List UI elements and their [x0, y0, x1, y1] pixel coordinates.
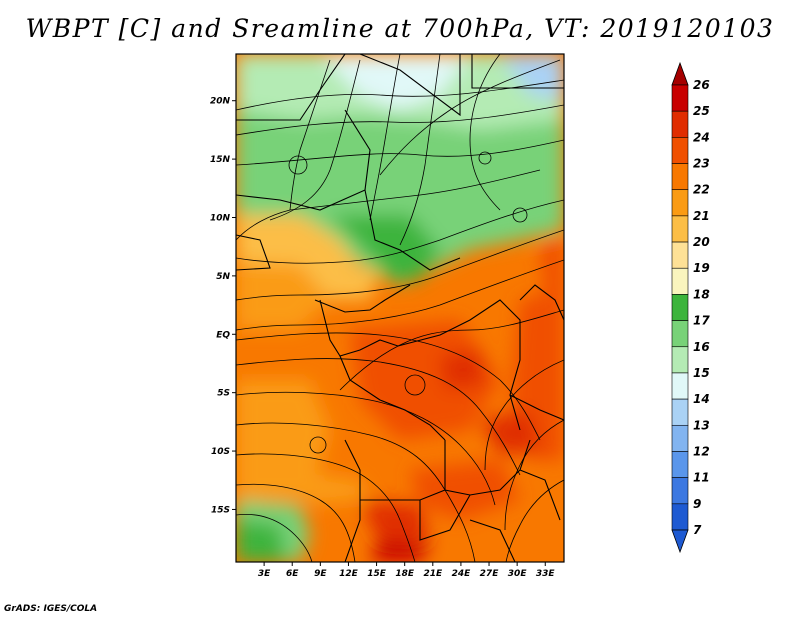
colorbar-label: 22 [693, 183, 710, 197]
lon-tick-label: 27E [480, 569, 500, 579]
colorbar-swatch [671, 503, 689, 531]
colorbar-label: 7 [693, 523, 702, 537]
colorbar-label: 20 [693, 235, 710, 249]
lat-tick-label: 15S [211, 505, 230, 515]
colorbar-label: 13 [693, 418, 710, 432]
map-frame [235, 53, 565, 563]
colorbar-swatch [671, 267, 689, 295]
colorbar-label: 25 [693, 104, 710, 118]
country-borders [236, 54, 564, 562]
lon-tick-label: 9E [314, 569, 327, 579]
colorbar-top-arrow [671, 61, 689, 86]
colorbar-swatch [671, 84, 689, 112]
lat-tick-label: 5S [217, 389, 230, 399]
lon-tick-label: 12E [339, 569, 359, 579]
lat-tick-label: 10N [210, 213, 231, 223]
lat-tick-label: 10S [211, 447, 230, 457]
lon-tick-label: 6E [286, 569, 299, 579]
lon-tick-label: 33E [536, 569, 556, 579]
colorbar-swatch [671, 320, 689, 348]
colorbar-label: 19 [693, 261, 710, 275]
colorbar-label: 12 [693, 444, 710, 458]
colorbar-swatch [671, 424, 689, 452]
footer-credit: GrADS: IGES/COLA [4, 604, 98, 614]
lat-tick-label: EQ [216, 330, 230, 340]
colorbar-swatch [671, 137, 689, 164]
colorbar-label: 16 [693, 340, 710, 354]
colorbar: 26 25 24 23 22 21 20 19 18 17 16 15 14 13 12 11 9 7 [671, 61, 710, 554]
colorbar-swatch [671, 477, 689, 505]
lon-tick-label: 15E [367, 569, 387, 579]
wbpt-shading [236, 54, 564, 562]
axis-ticks [232, 100, 546, 566]
colorbar-label: 9 [693, 497, 701, 511]
colorbar-swatch [671, 189, 689, 217]
streamlines [236, 54, 564, 562]
colorbar-swatch [671, 241, 689, 269]
colorbar-swatch [671, 215, 689, 243]
axis-labels: 20N 15N 10N 5N EQ 5S 10S 15S 3E 6E 9E 12E 15E 18E 21E 2… [210, 97, 556, 579]
colorbar-swatch [671, 451, 689, 478]
colorbar-label: 14 [693, 392, 710, 406]
colorbar-swatch [671, 294, 689, 321]
lon-tick-label: 21E [423, 569, 443, 579]
lat-tick-label: 15N [210, 155, 231, 165]
colorbar-label: 11 [693, 471, 710, 485]
lon-tick-label: 3E [258, 569, 271, 579]
chart-title: WBPT [C] and Sreamline at 700hPa, VT: 20… [25, 14, 775, 43]
colorbar-bottom-arrow [671, 529, 689, 554]
lat-tick-label: 20N [210, 97, 231, 107]
colorbar-label: 17 [693, 314, 710, 328]
lon-tick-label: 24E [452, 569, 472, 579]
lon-tick-label: 30E [508, 569, 528, 579]
colorbar-label: 18 [693, 287, 710, 301]
colorbar-swatch [671, 398, 689, 426]
colorbar-label: 15 [693, 366, 710, 380]
lat-tick-label: 5N [216, 272, 230, 282]
colorbar-label: 21 [693, 209, 710, 223]
colorbar-swatch [671, 372, 689, 400]
colorbar-swatch [671, 346, 689, 374]
colorbar-label: 26 [693, 78, 710, 92]
colorbar-label: 23 [693, 157, 710, 171]
colorbar-swatch [671, 163, 689, 191]
colorbar-label: 24 [693, 130, 710, 144]
lon-tick-label: 18E [395, 569, 415, 579]
colorbar-swatch [671, 110, 689, 138]
